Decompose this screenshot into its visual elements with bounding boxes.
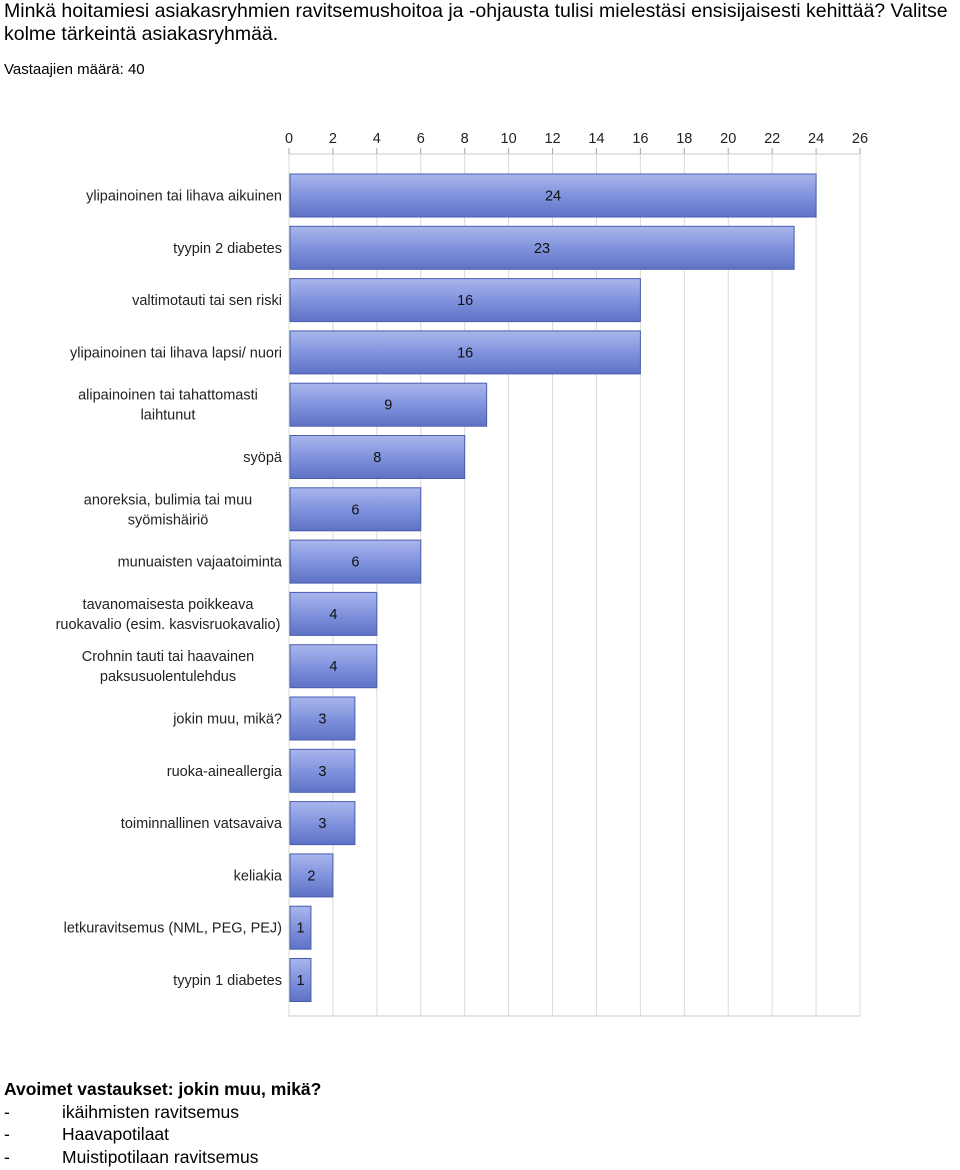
data-label: 1 <box>296 973 304 989</box>
category-label: jokin muu, mikä? <box>172 712 282 728</box>
x-tick-label: 26 <box>852 131 868 147</box>
x-tick-label: 24 <box>808 131 824 147</box>
bar <box>289 539 422 584</box>
open-answer-item: - Haavapotilaat <box>4 1123 321 1146</box>
open-answer-text: ikäihmisten ravitsemus <box>62 1101 239 1122</box>
bar <box>289 330 641 375</box>
bar <box>289 487 422 532</box>
question-text: Minkä hoitamiesi asiakasryhmien ravitsem… <box>4 0 954 45</box>
x-tick-label: 6 <box>417 131 425 147</box>
bar <box>289 435 466 479</box>
data-label: 9 <box>384 398 392 414</box>
open-answers-title: Avoimet vastaukset: jokin muu, mikä? <box>4 1079 322 1099</box>
data-label: 1 <box>296 921 304 937</box>
category-label: laihtunut <box>141 408 196 424</box>
x-tick-label: 18 <box>676 131 692 147</box>
bar <box>289 905 312 950</box>
category-label: ruokavalio (esim. kasvisruokavalio) <box>56 617 281 633</box>
category-label: ylipainoinen tai lihava aikuinen <box>86 189 282 205</box>
data-label: 6 <box>351 502 359 518</box>
bar <box>289 644 378 689</box>
bar <box>289 225 795 270</box>
category-label: tyypin 1 diabetes <box>173 973 282 989</box>
bar <box>289 958 312 1002</box>
data-label: 16 <box>457 345 473 361</box>
data-label: 4 <box>329 607 337 623</box>
x-tick-label: 10 <box>501 131 517 147</box>
open-answer-item: - ikäihmisten ravitsemus <box>4 1101 321 1124</box>
category-label: munuaisten vajaatoiminta <box>118 555 283 571</box>
category-label: ylipainoinen tai lihava lapsi/ nuori <box>70 345 282 361</box>
bar <box>289 696 356 741</box>
category-label: syöpä <box>243 450 283 466</box>
category-label: Crohnin tauti tai haavainen <box>82 649 255 665</box>
category-label: valtimotauti tai sen riski <box>132 293 282 309</box>
x-tick-label: 20 <box>720 131 736 147</box>
category-label: tyypin 2 diabetes <box>173 241 282 257</box>
category-label: syömishäiriö <box>128 512 209 528</box>
open-answer-dash: - <box>4 1124 10 1144</box>
category-label: letkuravitsemus (NML, PEG, PEJ) <box>64 921 282 937</box>
data-label: 16 <box>457 293 473 309</box>
data-label: 3 <box>318 712 326 728</box>
bar-chart: 0 2 4 6 8 10 12 14 16 18 20 22 24 26 ylipainoinen tai… <box>56 131 868 1017</box>
bar <box>289 801 356 846</box>
data-label: 6 <box>351 555 359 571</box>
category-label: anoreksia, bulimia tai muu <box>84 492 252 508</box>
category-label: paksusuolentulehdus <box>100 669 236 685</box>
open-answer-text: Muistipotilaan ravitsemus <box>62 1146 259 1167</box>
x-tick-label: 4 <box>373 131 381 147</box>
open-answer-dash: - <box>4 1146 10 1167</box>
data-label: 3 <box>318 816 326 832</box>
bar <box>289 278 641 323</box>
open-answer-dash: - <box>4 1101 10 1122</box>
x-tick-label: 16 <box>632 131 648 147</box>
open-answers: Avoimet vastaukset: jokin muu, mikä? - i… <box>4 1078 321 1168</box>
x-tick-label: 14 <box>588 131 604 147</box>
open-answer-item: - Muistipotilaan ravitsemus <box>4 1146 321 1169</box>
data-label: 24 <box>545 189 561 205</box>
category-label: tavanomaisesta poikkeava <box>83 597 255 613</box>
x-tick-label: 22 <box>764 131 780 147</box>
open-answer-text: Haavapotilaat <box>62 1124 170 1144</box>
data-label: 2 <box>307 868 315 884</box>
bar <box>289 748 356 793</box>
data-label: 23 <box>534 241 550 257</box>
x-tick-label: 0 <box>285 131 293 147</box>
bar <box>289 173 817 218</box>
x-tick-label: 8 <box>461 131 469 147</box>
data-label: 3 <box>318 764 326 780</box>
respondent-count: Vastaajien määrä: 40 <box>4 61 145 78</box>
category-label: keliakia <box>234 868 283 884</box>
category-label: alipainoinen tai tahattomasti <box>78 388 258 404</box>
data-label: 8 <box>373 450 381 466</box>
bar <box>289 853 334 898</box>
category-label: ruoka-aineallergia <box>167 764 283 780</box>
bar <box>289 382 488 427</box>
category-label: toiminnallinen vatsavaiva <box>121 816 283 832</box>
x-tick-label: 12 <box>544 131 560 147</box>
x-tick-label: 2 <box>329 131 337 147</box>
bar <box>289 591 378 636</box>
data-label: 4 <box>329 659 337 675</box>
